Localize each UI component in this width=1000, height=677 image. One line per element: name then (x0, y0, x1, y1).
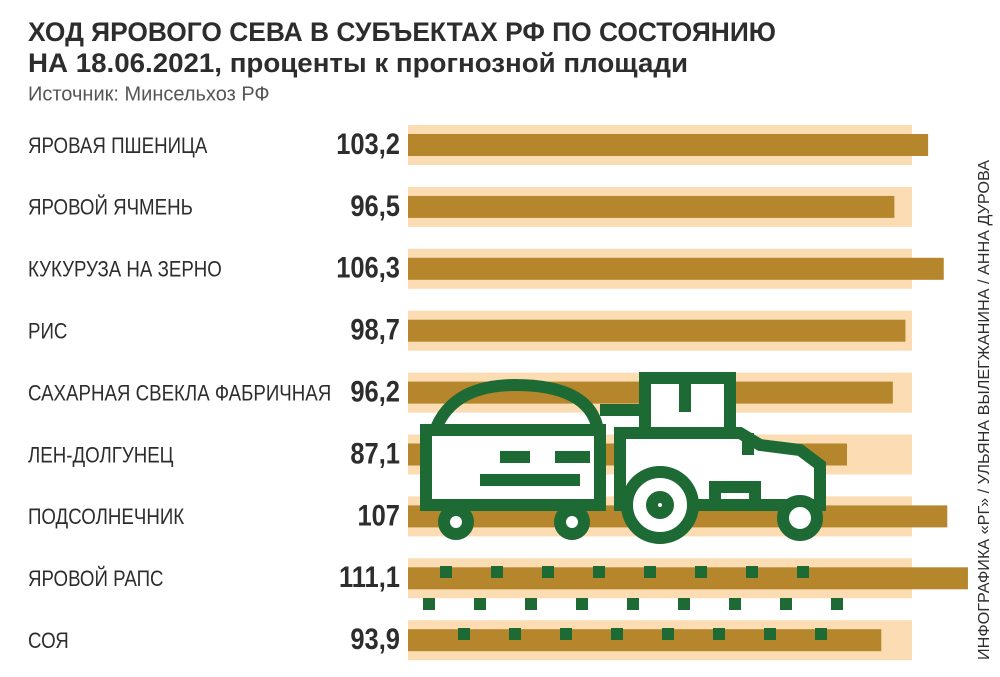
category-label: ЯРОВАЯ ПШЕНИЦА (28, 134, 208, 158)
bar (408, 319, 906, 342)
chart-title: ХОД ЯРОВОГО СЕВА В СУБЪЕКТАХ РФ ПО СОСТО… (28, 17, 776, 47)
chart-subtitle: НА 18.06.2021, проценты к прогнозной пло… (28, 48, 688, 78)
bar (408, 134, 929, 156)
category-label: ЯРОВОЙ ЯЧМЕНЬ (28, 194, 193, 220)
value-label: 87,1 (350, 436, 400, 469)
category-label: ЯРОВОЙ РАПС (28, 566, 164, 592)
dot (423, 598, 435, 610)
dot (458, 628, 470, 640)
value-label: 98,7 (350, 313, 400, 346)
bar (408, 629, 882, 652)
category-label: СОЯ (28, 630, 69, 654)
value-label: 96,2 (350, 375, 400, 408)
dot (746, 566, 758, 578)
dot (491, 566, 503, 578)
category-label: ПОДСОЛНЕЧНИК (28, 506, 184, 530)
category-label: САХАРНАЯ СВЕКЛА ФАБРИЧНАЯ (28, 382, 331, 406)
dot (560, 628, 572, 640)
value-label: 103,2 (336, 127, 400, 160)
dot (797, 566, 809, 578)
dot (678, 598, 690, 610)
value-label: 107 (357, 498, 400, 531)
dot (713, 628, 725, 640)
tractor-icon (420, 372, 826, 544)
dot (440, 566, 452, 578)
dot (593, 566, 605, 578)
bar (408, 257, 944, 280)
dot (662, 628, 674, 640)
dot (695, 566, 707, 578)
dot (831, 598, 843, 610)
value-label: 93,9 (350, 622, 400, 655)
value-label: 96,5 (350, 189, 400, 222)
dot (542, 566, 554, 578)
dot (509, 628, 521, 640)
dot (644, 566, 656, 578)
dot (780, 598, 792, 610)
source: Источник: Минсельхоз РФ (28, 83, 270, 105)
field-dots (423, 566, 843, 640)
bar (408, 195, 895, 218)
dot (525, 598, 537, 610)
dot (764, 628, 776, 640)
dot (627, 598, 639, 610)
credit: ИНФОГРАФИКА «РГ» / УЛЬЯНА ВЫЛЕГЖАНИНА / … (976, 160, 993, 660)
bars: ЯРОВАЯ ПШЕНИЦА 103,2 ЯРОВОЙ ЯЧМЕНЬ 96,5 КУКУ… (28, 125, 968, 661)
dot (611, 628, 623, 640)
dot (576, 598, 588, 610)
category-label: РИС (28, 320, 67, 344)
dot (729, 598, 741, 610)
value-label: 106,3 (336, 251, 400, 284)
value-label: 111,1 (339, 560, 400, 593)
category-label: КУКУРУЗА НА ЗЕРНО (28, 258, 222, 282)
category-label: ЛЕН-ДОЛГУНЕЦ (28, 444, 174, 468)
dot (474, 598, 486, 610)
dot (815, 628, 827, 640)
